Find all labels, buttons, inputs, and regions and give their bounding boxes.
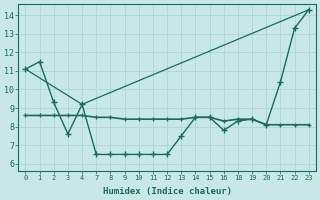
X-axis label: Humidex (Indice chaleur): Humidex (Indice chaleur)	[103, 187, 232, 196]
